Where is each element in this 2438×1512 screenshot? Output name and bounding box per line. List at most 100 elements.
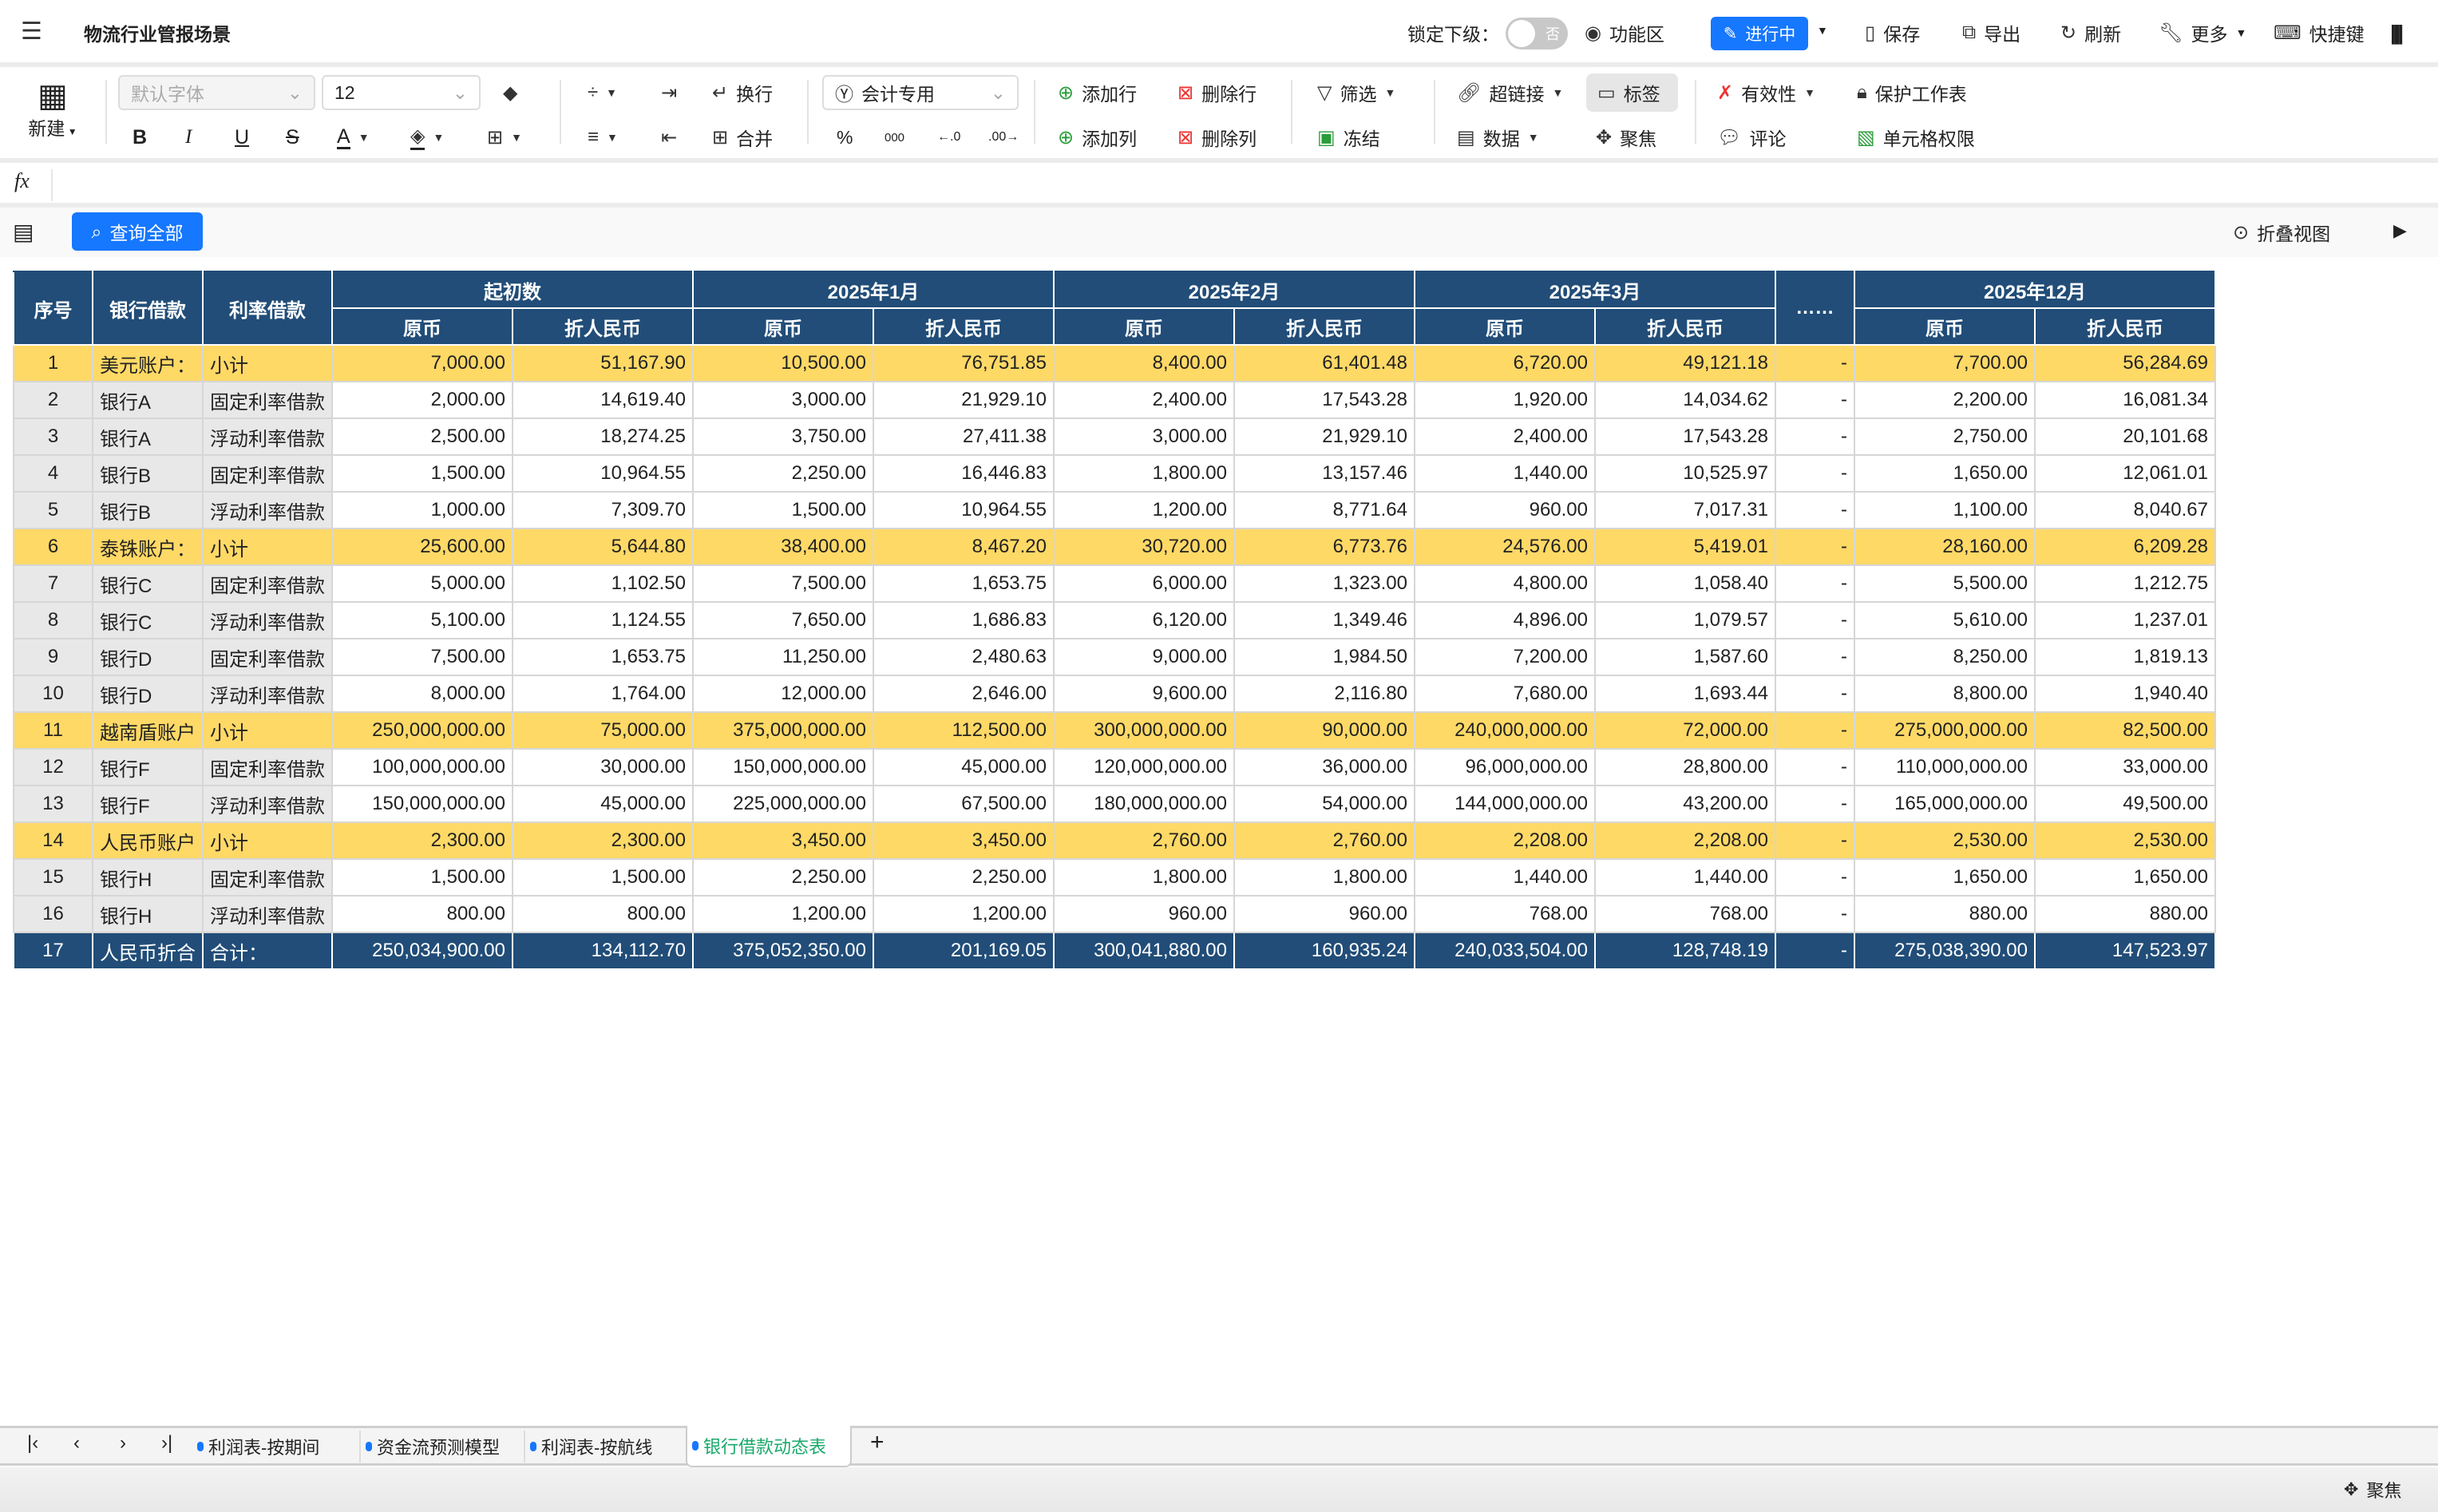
cell-value[interactable]: 1,124.55 (512, 601, 694, 639)
cell-value[interactable]: 67,500.00 (873, 785, 1055, 823)
number-format-select[interactable]: Ⓨ 会计专用 ⌄ (822, 75, 1019, 110)
barcode-icon[interactable]: |||| (2390, 21, 2404, 45)
next-sheet-icon[interactable]: › (120, 1432, 126, 1454)
cell-value[interactable]: 100,000,000.00 (331, 748, 513, 786)
cell-value[interactable]: 1,000.00 (331, 491, 513, 529)
cell-bank[interactable]: 银行F (92, 748, 204, 786)
cell-seq[interactable]: 16 (13, 895, 93, 933)
cell-value[interactable]: 14,034.62 (1594, 381, 1776, 419)
cell-type[interactable]: 小计 (202, 821, 333, 860)
cell-value[interactable]: 10,964.55 (873, 491, 1055, 529)
bold-button[interactable]: B (133, 121, 147, 153)
menu-icon[interactable]: ☰ (21, 18, 42, 45)
cell-value[interactable]: 3,000.00 (1053, 418, 1235, 456)
cell-type[interactable]: 合计： (202, 932, 333, 970)
cell-value[interactable]: 147,523.97 (2034, 932, 2216, 970)
border-button[interactable]: ⊞ ▼ (487, 126, 522, 148)
cell-value[interactable]: 1,058.40 (1594, 564, 1776, 603)
cell-value[interactable]: 9,600.00 (1053, 675, 1235, 713)
cell-value[interactable]: 30,000.00 (512, 748, 694, 786)
cell-value[interactable]: 33,000.00 (2034, 748, 2216, 786)
cell-value[interactable]: 2,300.00 (331, 821, 513, 860)
percent-button[interactable]: % (837, 121, 853, 153)
cell-value[interactable]: 2,250.00 (873, 858, 1055, 897)
cell-value[interactable]: 17,543.28 (1233, 381, 1415, 419)
cell-value[interactable]: 960.00 (1233, 895, 1415, 933)
cell-value[interactable]: 5,500.00 (1854, 564, 2036, 603)
cell-value[interactable]: 21,929.10 (873, 381, 1055, 419)
cell-value[interactable]: 8,467.20 (873, 528, 1055, 566)
cell-value[interactable]: 240,000,000.00 (1414, 711, 1596, 750)
cell-value[interactable]: 61,401.48 (1233, 344, 1415, 382)
query-all-button[interactable]: ⌕ 查询全部 (72, 212, 203, 251)
cell-seq[interactable]: 10 (13, 675, 93, 713)
cell-value[interactable]: 36,000.00 (1233, 748, 1415, 786)
cell-bank[interactable]: 银行B (92, 454, 204, 493)
cell-value[interactable]: 2,750.00 (1854, 418, 2036, 456)
cell-value[interactable]: - (1775, 638, 1855, 676)
tag-button[interactable]: ▭ 标签 (1586, 73, 1678, 112)
cell-value[interactable]: 17,543.28 (1594, 418, 1776, 456)
cell-value[interactable]: 160,935.24 (1233, 932, 1415, 970)
cell-value[interactable]: 134,112.70 (512, 932, 694, 970)
cell-value[interactable]: 1,587.60 (1594, 638, 1776, 676)
cell-type[interactable]: 固定利率借款 (202, 381, 333, 419)
indent-increase-button[interactable]: ⇥ (661, 77, 677, 109)
cell-value[interactable]: 18,274.25 (512, 418, 694, 456)
cell-value[interactable]: 2,760.00 (1233, 821, 1415, 860)
freeze-button[interactable]: ▣ 冻结 (1317, 121, 1380, 153)
cell-value[interactable]: - (1775, 564, 1855, 603)
cell-bank[interactable]: 银行D (92, 675, 204, 713)
cell-value[interactable]: 1,800.00 (1053, 454, 1235, 493)
cell-value[interactable]: 275,000,000.00 (1854, 711, 2036, 750)
refresh-button[interactable]: ↻ 刷新 (2060, 19, 2121, 46)
save-button[interactable]: ▯ 保存 (1865, 19, 1920, 46)
font-size-select[interactable]: 12 ⌄ (322, 75, 481, 110)
cell-value[interactable]: 1,079.57 (1594, 601, 1776, 639)
cell-value[interactable]: 1,440.00 (1414, 858, 1596, 897)
cell-value[interactable]: 8,000.00 (331, 675, 513, 713)
cell-value[interactable]: 375,052,350.00 (692, 932, 874, 970)
cell-value[interactable]: 96,000,000.00 (1414, 748, 1596, 786)
cell-value[interactable]: 880.00 (1854, 895, 2036, 933)
delete-col-button[interactable]: ⊠ 删除列 (1177, 121, 1257, 153)
cell-value[interactable]: 76,751.85 (873, 344, 1055, 382)
add-col-button[interactable]: ⊕ 添加列 (1058, 121, 1137, 153)
font-family-select[interactable]: 默认字体 ⌄ (118, 75, 315, 110)
cell-value[interactable]: 1,653.75 (873, 564, 1055, 603)
cell-value[interactable]: 25,600.00 (331, 528, 513, 566)
cell-value[interactable]: 7,500.00 (692, 564, 874, 603)
cell-value[interactable]: 1,920.00 (1414, 381, 1596, 419)
cell-value[interactable]: 14,619.40 (512, 381, 694, 419)
cell-value[interactable]: - (1775, 675, 1855, 713)
cell-type[interactable]: 小计 (202, 711, 333, 750)
cell-value[interactable]: 800.00 (331, 895, 513, 933)
cell-type[interactable]: 固定利率借款 (202, 638, 333, 676)
cell-type[interactable]: 固定利率借款 (202, 748, 333, 786)
cell-bank[interactable]: 银行H (92, 858, 204, 897)
cell-seq[interactable]: 3 (13, 418, 93, 456)
italic-button[interactable]: I (185, 121, 192, 153)
cell-value[interactable]: 1,940.40 (2034, 675, 2216, 713)
vertical-align-button[interactable]: ÷ ▼ (588, 81, 618, 103)
cell-value[interactable]: 10,500.00 (692, 344, 874, 382)
cell-value[interactable]: 28,800.00 (1594, 748, 1776, 786)
cell-value[interactable]: 82,500.00 (2034, 711, 2216, 750)
add-sheet-icon[interactable]: + (870, 1429, 885, 1455)
last-sheet-icon[interactable]: ›| (161, 1432, 173, 1454)
cell-value[interactable]: 880.00 (2034, 895, 2216, 933)
cell-value[interactable]: 2,116.80 (1233, 675, 1415, 713)
cell-value[interactable]: 21,929.10 (1233, 418, 1415, 456)
cell-value[interactable]: 2,400.00 (1053, 381, 1235, 419)
cell-value[interactable]: 250,034,900.00 (331, 932, 513, 970)
cell-value[interactable]: 5,644.80 (512, 528, 694, 566)
cell-seq[interactable]: 6 (13, 528, 93, 566)
cell-value[interactable]: 3,450.00 (692, 821, 874, 860)
cell-value[interactable]: 9,000.00 (1053, 638, 1235, 676)
cell-value[interactable]: 2,250.00 (692, 858, 874, 897)
cell-bank[interactable]: 越南盾账户 (92, 711, 204, 750)
cell-value[interactable]: 1,764.00 (512, 675, 694, 713)
cell-value[interactable]: - (1775, 932, 1855, 970)
cell-value[interactable]: 1,200.00 (873, 895, 1055, 933)
cell-value[interactable]: 150,000,000.00 (331, 785, 513, 823)
